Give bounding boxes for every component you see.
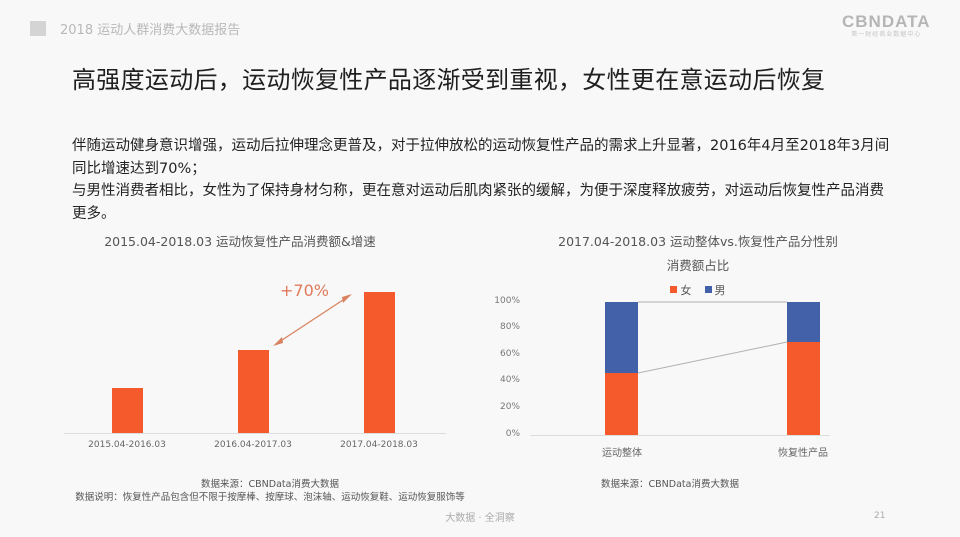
- y-tick-label: 100%: [494, 296, 520, 306]
- bar-recovery-male: [787, 302, 820, 342]
- x-tick-label: 2015.04-2016.03: [88, 440, 166, 450]
- right-chart-source: 数据来源：CBNData消费大数据: [601, 479, 739, 490]
- legend-male-label: 男: [714, 283, 726, 297]
- y-tick-label: 0%: [505, 429, 520, 439]
- left-chart-note: 数据说明：恢复性产品包含但不限于按摩棒、按摩球、泡沫轴、运动恢复鞋、运动恢复服饰…: [75, 492, 465, 503]
- right-chart: 2017.04-2018.03 运动整体vs.恢复性产品分性别 消费额占比 女 …: [480, 0, 960, 537]
- report-title: 2018 运动人群消费大数据报告: [60, 23, 241, 38]
- legend-male-swatch: [704, 286, 712, 293]
- chart-legend: 女 男: [480, 278, 916, 298]
- legend-male: 男: [704, 282, 726, 298]
- y-tick-label: 80%: [499, 322, 520, 332]
- bar-2017-2018: [364, 292, 395, 433]
- footer-tagline: 大数据 · 全洞察: [445, 513, 515, 524]
- legend-female-label: 女: [680, 283, 692, 297]
- y-tick-label: 60%: [499, 349, 520, 359]
- x-axis-line: [530, 435, 830, 436]
- series-connector-lines: [638, 301, 788, 374]
- bar-2016-2017: [238, 350, 269, 433]
- bar-overall-female: [605, 373, 638, 435]
- logo-text: CBNDATA: [842, 12, 931, 31]
- right-chart-title-line1: 2017.04-2018.03 运动整体vs.恢复性产品分性别: [558, 234, 838, 249]
- logo-subtitle: 第一财经商业数据中心: [851, 31, 922, 38]
- header-square-icon: [30, 21, 46, 36]
- x-tick-label: 2017.04-2018.03: [340, 440, 418, 450]
- page-headline: 高强度运动后，运动恢复性产品逐渐受到重视，女性更在意运动后恢复: [72, 66, 826, 94]
- bar-overall-male: [605, 302, 638, 373]
- y-tick-label: 40%: [499, 375, 520, 385]
- x-tick-label: 运动整体: [602, 448, 642, 459]
- x-tick-label: 恢复性产品: [778, 448, 828, 459]
- body-paragraph-2: 与男性消费者相比，女性为了保持身材匀称，更在意对运动后肌肉紧张的缓解，为便于深度…: [72, 183, 884, 222]
- x-axis-line: [64, 433, 446, 434]
- right-chart-title-line2: 消费额占比: [666, 258, 730, 273]
- left-chart: 2015.04-2018.03 运动恢复性产品消费额&增速 +70% 2015.…: [64, 234, 465, 503]
- legend-female: 女: [670, 282, 691, 298]
- left-chart-title: 2015.04-2018.03 运动恢复性产品消费额&增速: [104, 234, 376, 249]
- body-text: 伴随运动健身意识增强，运动后拉伸理念更普及，对于拉伸放松的运动恢复性产品的需求上…: [72, 135, 892, 225]
- x-tick-label: 2016.04-2017.03: [214, 440, 292, 450]
- bar-2015-2016: [112, 388, 143, 433]
- body-paragraph-1: 伴随运动健身意识增强，运动后拉伸理念更普及，对于拉伸放松的运动恢复性产品的需求上…: [72, 138, 890, 177]
- growth-annotation: +70%: [280, 281, 329, 300]
- cbndata-logo: CBNDATA 第一财经商业数据中心: [842, 13, 931, 39]
- page-number: 21: [874, 511, 886, 521]
- y-tick-label: 20%: [499, 402, 520, 412]
- left-chart-source: 数据来源：CBNData消费大数据: [201, 479, 339, 490]
- growth-arrow-icon: [273, 294, 352, 346]
- legend-female-swatch: [670, 286, 678, 293]
- bar-recovery-female: [787, 342, 820, 435]
